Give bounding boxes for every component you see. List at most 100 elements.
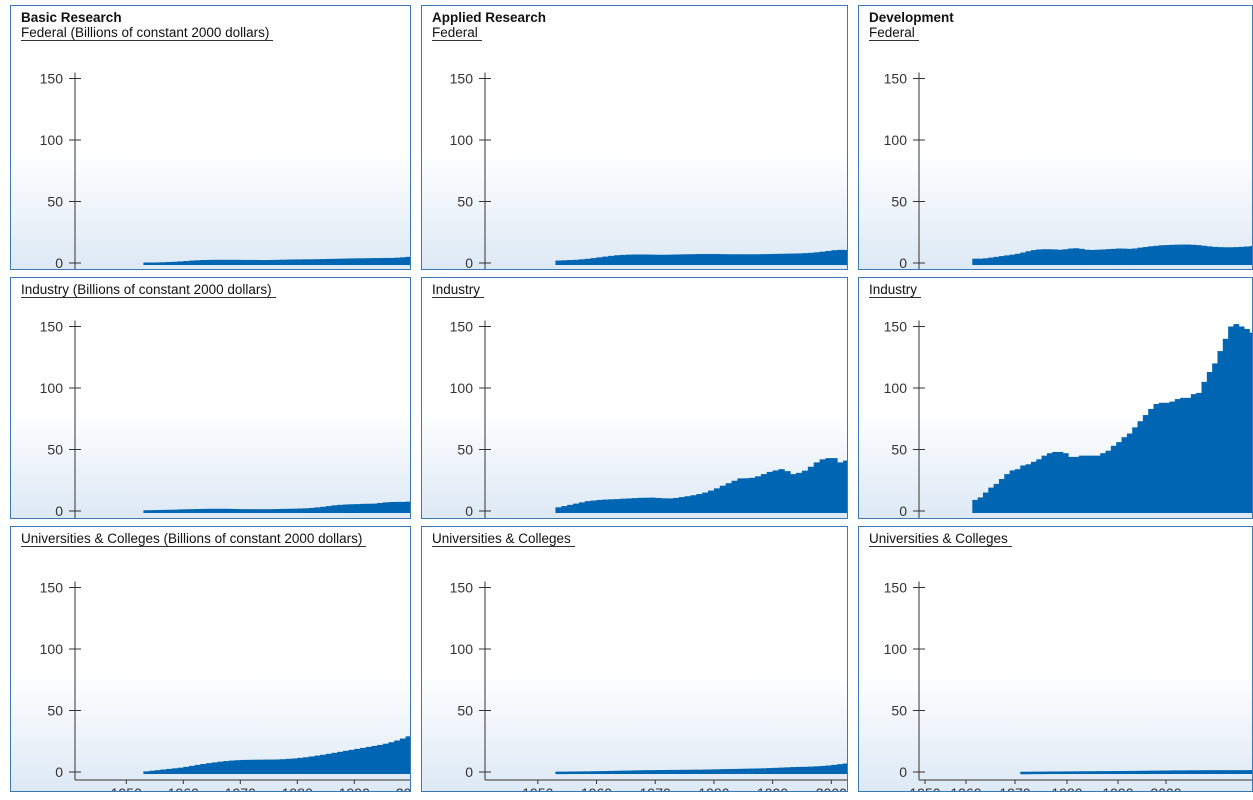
bar-1962 [608, 770, 615, 774]
bar-1960 [596, 499, 603, 513]
bar-1960 [1020, 252, 1026, 265]
bar-1992 [784, 471, 791, 513]
bar-1959 [177, 261, 184, 265]
bar-1981 [303, 508, 310, 513]
bar-1965 [211, 762, 218, 774]
bar-1953 [982, 258, 989, 265]
x-tick-label: 1970 [225, 785, 256, 792]
bar-1965 [1046, 453, 1053, 513]
bar-1953 [143, 771, 150, 774]
bar-1989 [766, 254, 774, 265]
bar-1992 [1190, 770, 1197, 774]
bar-1999 [825, 458, 832, 513]
bar-1978 [285, 508, 292, 513]
bar-1981 [719, 769, 727, 774]
bar-2001 [837, 462, 844, 513]
bar-2003 [1249, 770, 1252, 774]
bar-1973 [1089, 771, 1096, 774]
x-tick-label: 1970 [640, 785, 671, 792]
panel-basic-federal: Basic Research Federal (Billions of const… [10, 5, 411, 270]
bar-1983 [314, 507, 321, 513]
bar-1953 [555, 260, 562, 265]
bar-1956 [573, 503, 580, 513]
bar-1986 [1158, 402, 1165, 513]
bar-1981 [303, 259, 310, 265]
y-tick-label: 150 [40, 580, 64, 596]
bar-1964 [1041, 249, 1048, 265]
bar-1970 [1073, 456, 1080, 513]
bar-1993 [1196, 770, 1202, 774]
bar-1980 [713, 254, 721, 265]
x-tick-label: 1960 [168, 785, 199, 792]
bar-1991 [778, 253, 785, 265]
bar-1994 [796, 766, 803, 774]
bar-1997 [813, 252, 820, 265]
bar-1968 [643, 770, 650, 774]
bar-1999 [1228, 247, 1234, 265]
bar-1968 [1062, 249, 1069, 265]
bar-1978 [1116, 442, 1122, 513]
y-tick-label: 150 [884, 319, 908, 335]
bar-1954 [149, 770, 156, 774]
bar-1995 [382, 257, 389, 265]
bar-1995 [382, 743, 389, 774]
bar-1953 [555, 771, 562, 775]
bar-1981 [1132, 770, 1138, 774]
bar-1984 [737, 478, 744, 513]
bar-1964 [206, 259, 213, 266]
bar-1998 [1222, 770, 1229, 774]
bar-1955 [567, 771, 574, 775]
panel-svg: 0 50 100 150 [450, 71, 847, 269]
y-tick-label: 100 [450, 380, 474, 396]
bar-1964 [1041, 771, 1048, 775]
bar-1955 [993, 483, 1000, 513]
y-tick-label: 150 [450, 71, 474, 87]
bar-1959 [590, 258, 597, 265]
bar-1977 [696, 254, 703, 265]
bar-1972 [666, 769, 674, 774]
panel-subtitle: Universities & Colleges [432, 531, 575, 547]
panel-subtitle: Industry [869, 282, 922, 298]
bar-1976 [690, 254, 697, 265]
bar-1955 [154, 770, 161, 774]
bar-1990 [772, 253, 779, 265]
bar-1954 [149, 262, 156, 266]
bar-1975 [684, 496, 691, 513]
bar-1966 [1052, 451, 1058, 513]
bar-1980 [297, 757, 304, 774]
bar-1984 [1148, 246, 1154, 265]
bar-1983 [731, 254, 738, 265]
bar-1993 [790, 253, 797, 265]
bar-1951 [972, 499, 979, 513]
bar-1972 [251, 259, 258, 266]
y-tick-label: 100 [40, 380, 64, 396]
panel-svg: 0 50 100 150 [450, 319, 847, 518]
bar-1969 [234, 760, 241, 774]
bar-1996 [388, 257, 395, 265]
bar-1998 [1222, 247, 1229, 265]
bar-1995 [1206, 372, 1213, 513]
x-tick-label: 1950 [111, 785, 142, 792]
bar-1987 [755, 254, 762, 265]
bar-1958 [171, 261, 178, 265]
bar-1965 [1046, 771, 1053, 775]
bar-1967 [223, 259, 230, 265]
bar-1973 [257, 509, 264, 513]
bar-2002 [843, 460, 847, 513]
bar-1955 [154, 262, 161, 265]
bar-1971 [661, 254, 668, 265]
bar-1996 [1212, 770, 1218, 774]
bar-1978 [1116, 248, 1122, 265]
bar-1999 [405, 501, 410, 513]
bar-1977 [280, 508, 287, 513]
bar-1999 [405, 736, 410, 774]
bar-1988 [1169, 244, 1176, 265]
bar-1954 [561, 771, 568, 775]
bar-1977 [1110, 771, 1117, 774]
bar-1955 [567, 260, 574, 265]
bar-1997 [1217, 247, 1224, 265]
bar-1976 [690, 769, 697, 774]
bar-1982 [308, 756, 315, 774]
bar-1991 [1185, 244, 1192, 265]
panel-svg: 0 50 100 150 [40, 319, 410, 518]
